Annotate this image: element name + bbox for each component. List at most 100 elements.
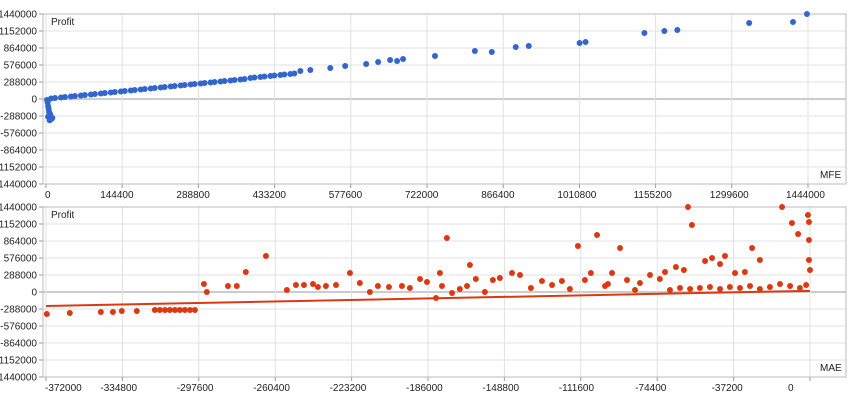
- data-point: [211, 79, 218, 86]
- data-point: [666, 286, 673, 293]
- data-point: [283, 286, 290, 293]
- data-point: [688, 222, 695, 229]
- data-point: [617, 245, 624, 252]
- data-point: [61, 94, 68, 101]
- data-point: [242, 268, 249, 275]
- data-point: [558, 278, 565, 285]
- data-point: [181, 82, 188, 89]
- data-point: [322, 282, 329, 289]
- data-point: [726, 283, 733, 290]
- data-point: [49, 114, 56, 121]
- x-tick-label: 866400: [481, 190, 515, 201]
- x-tick-label: -111600: [559, 383, 595, 394]
- data-point: [327, 64, 334, 71]
- data-point: [795, 230, 802, 237]
- x-tick-label: -148800: [482, 383, 519, 394]
- data-point: [787, 282, 794, 289]
- data-point: [756, 285, 763, 292]
- data-point: [656, 276, 663, 283]
- data-point: [97, 309, 104, 316]
- data-point: [456, 285, 463, 292]
- data-point: [632, 286, 639, 293]
- y-tick-label: 864000: [4, 44, 38, 55]
- y-tick-label: 1440000: [0, 10, 37, 21]
- data-point: [251, 74, 258, 81]
- data-point: [576, 40, 583, 47]
- x-axis-title: MFE: [820, 170, 841, 181]
- x-tick-label: -186000: [406, 383, 443, 394]
- data-point: [131, 87, 138, 93]
- data-point: [609, 269, 616, 276]
- data-point: [549, 281, 556, 288]
- data-point: [233, 282, 240, 289]
- data-point: [394, 57, 401, 64]
- x-tick-label: -260400: [253, 383, 290, 394]
- data-point: [747, 282, 754, 289]
- y-tick-label: 0: [31, 288, 37, 299]
- data-point: [687, 285, 694, 292]
- data-point: [221, 77, 228, 84]
- data-point: [431, 52, 438, 59]
- y-tick-label: -1152000: [0, 163, 37, 174]
- chart-2: 1440000 1152000 864000 576000 288000 0 -288000…: [0, 203, 847, 394]
- y-tick-label: 1152000: [0, 27, 37, 38]
- data-point: [385, 283, 392, 290]
- data-point: [109, 309, 116, 316]
- x-tick-label: 1299600: [710, 190, 749, 201]
- y-tick-label: 288000: [4, 271, 38, 282]
- data-point: [732, 269, 739, 276]
- y-tick-label: 1440000: [0, 203, 37, 214]
- data-point: [71, 92, 78, 99]
- data-point: [662, 268, 669, 275]
- y-tick-label: -1152000: [0, 356, 37, 367]
- data-point: [181, 307, 188, 314]
- data-point: [527, 284, 534, 291]
- y-tick-label: 1152000: [0, 220, 37, 231]
- x-tick-label: -37200: [712, 383, 744, 394]
- data-point: [416, 276, 423, 283]
- data-point: [796, 284, 803, 291]
- data-point: [805, 218, 812, 225]
- data-point: [398, 282, 405, 289]
- data-point: [508, 269, 515, 276]
- data-point: [291, 70, 298, 77]
- data-point: [406, 284, 413, 291]
- data-point: [636, 280, 643, 287]
- data-point: [790, 18, 797, 25]
- data-point: [680, 266, 687, 273]
- data-point: [803, 281, 810, 288]
- data-point: [594, 231, 601, 238]
- data-point: [171, 82, 178, 89]
- x-tick-label: 577600: [329, 190, 363, 201]
- y-tick-label: 288000: [4, 78, 38, 89]
- data-point: [241, 76, 248, 83]
- data-point: [151, 307, 158, 314]
- data-point: [805, 257, 812, 264]
- data-point: [433, 295, 440, 302]
- data-point: [807, 266, 813, 273]
- data-point: [443, 234, 450, 241]
- x-tick-label: 0: [788, 383, 794, 394]
- data-point: [423, 279, 430, 286]
- data-point: [496, 275, 503, 282]
- data-point: [292, 281, 299, 288]
- x-axis-title: MAE: [820, 363, 842, 374]
- y-tick-label: 576000: [4, 61, 38, 72]
- data-point: [661, 28, 668, 34]
- data-point: [466, 262, 473, 269]
- x-tick-label: 722000: [405, 190, 439, 201]
- data-point: [366, 289, 373, 295]
- data-point: [307, 66, 314, 73]
- data-point: [374, 282, 381, 289]
- data-point: [387, 57, 394, 64]
- x-tick-label: 1010800: [557, 190, 596, 201]
- data-point: [224, 282, 231, 289]
- data-point: [166, 307, 173, 314]
- y-tick-label: -576000: [0, 322, 37, 333]
- data-point: [706, 283, 713, 290]
- data-point: [271, 72, 278, 79]
- data-point: [574, 243, 581, 250]
- x-tick-label: -74400: [635, 383, 667, 394]
- data-point: [200, 280, 207, 287]
